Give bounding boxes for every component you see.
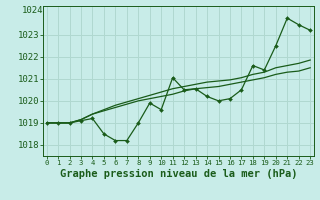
Text: 1024: 1024 (22, 6, 43, 15)
X-axis label: Graphe pression niveau de la mer (hPa): Graphe pression niveau de la mer (hPa) (60, 169, 297, 179)
